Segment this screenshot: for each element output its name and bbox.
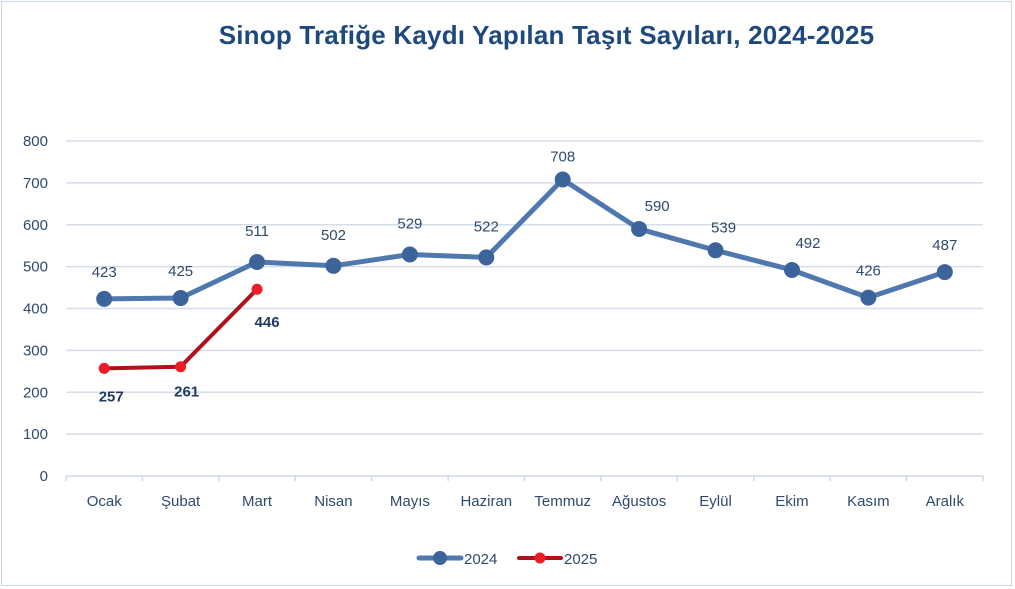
data-label-2024: 590 — [645, 198, 670, 215]
series-2024-marker — [936, 264, 953, 281]
legend-2025-marker — [534, 552, 546, 564]
series-2024-marker — [783, 261, 800, 278]
series-lines — [96, 171, 953, 374]
legend-2024-label: 2024 — [464, 551, 497, 568]
data-labels: 423 425 511 502 529 522 708 590 539 492 426 487 257 2… — [92, 149, 958, 406]
data-label-2024: 522 — [474, 218, 499, 235]
legend-2024-marker — [433, 551, 447, 565]
data-label-2025: 257 — [99, 388, 124, 405]
series-2024-marker — [554, 171, 571, 188]
data-label-2024: 425 — [168, 263, 193, 280]
x-tick-label: Eylül — [699, 493, 732, 510]
chart-title: Sinop Trafiğe Kaydı Yapılan Taşıt Sayıla… — [218, 20, 875, 50]
series-2025-marker — [98, 362, 110, 374]
x-tick-label: Haziran — [460, 493, 512, 510]
y-tick-label: 300 — [23, 342, 48, 359]
data-label-2024: 492 — [795, 235, 820, 252]
data-label-2024: 708 — [550, 149, 575, 166]
y-tick-label: 200 — [23, 384, 48, 401]
data-label-2024: 426 — [856, 263, 881, 280]
series-2025-marker — [251, 283, 263, 295]
x-tick-label: Temmuz — [534, 493, 591, 510]
series-2024-marker — [249, 254, 266, 271]
series-2024-marker — [478, 249, 495, 266]
x-tick-label: Ocak — [87, 493, 123, 510]
series-2025-marker — [175, 361, 187, 373]
y-tick-label: 500 — [23, 259, 48, 276]
series-2024-marker — [96, 290, 113, 307]
data-label-2024: 529 — [397, 215, 422, 232]
data-label-2024: 502 — [321, 227, 346, 244]
x-tick-label: Ekim — [775, 493, 808, 510]
data-label-2024: 487 — [932, 237, 957, 254]
legend-2025-label: 2025 — [564, 551, 597, 568]
data-label-2024: 423 — [92, 264, 117, 281]
data-label-2024: 511 — [245, 223, 269, 240]
series-2024-marker — [401, 246, 418, 263]
x-tick-label: Mayıs — [390, 493, 430, 510]
y-tick-label: 700 — [23, 175, 48, 192]
series-2024-marker — [707, 242, 724, 259]
y-tick-label: 100 — [23, 426, 48, 443]
x-axis: Ocak Şubat Mart Nisan Mayıs Haziran Temmuz Ağus… — [65, 475, 984, 510]
series-2024-marker — [631, 220, 648, 237]
data-label-2025: 446 — [255, 314, 280, 331]
y-tick-label: 400 — [23, 301, 48, 318]
y-tick-label: 800 — [23, 133, 48, 150]
x-tick-label: Aralık — [926, 493, 965, 510]
x-tick-label: Şubat — [161, 493, 201, 510]
series-2024-line — [104, 177, 946, 302]
series-2024-marker — [860, 289, 877, 306]
series-2024-marker — [325, 257, 342, 274]
x-tick-label: Kasım — [847, 493, 890, 510]
data-label-2024: 539 — [711, 219, 736, 236]
data-label-2025: 261 — [174, 384, 199, 401]
y-axis: 0 100 200 300 400 500 600 700 800 — [23, 133, 48, 485]
y-tick-label: 600 — [23, 217, 48, 234]
x-tick-label: Nisan — [314, 493, 352, 510]
y-tick-label: 0 — [40, 468, 48, 485]
x-tick-label: Ağustos — [612, 493, 666, 510]
gridlines — [66, 140, 983, 435]
series-2024-marker — [172, 290, 189, 307]
legend: 2024 2025 — [416, 551, 597, 568]
x-tick-label: Mart — [242, 493, 273, 510]
